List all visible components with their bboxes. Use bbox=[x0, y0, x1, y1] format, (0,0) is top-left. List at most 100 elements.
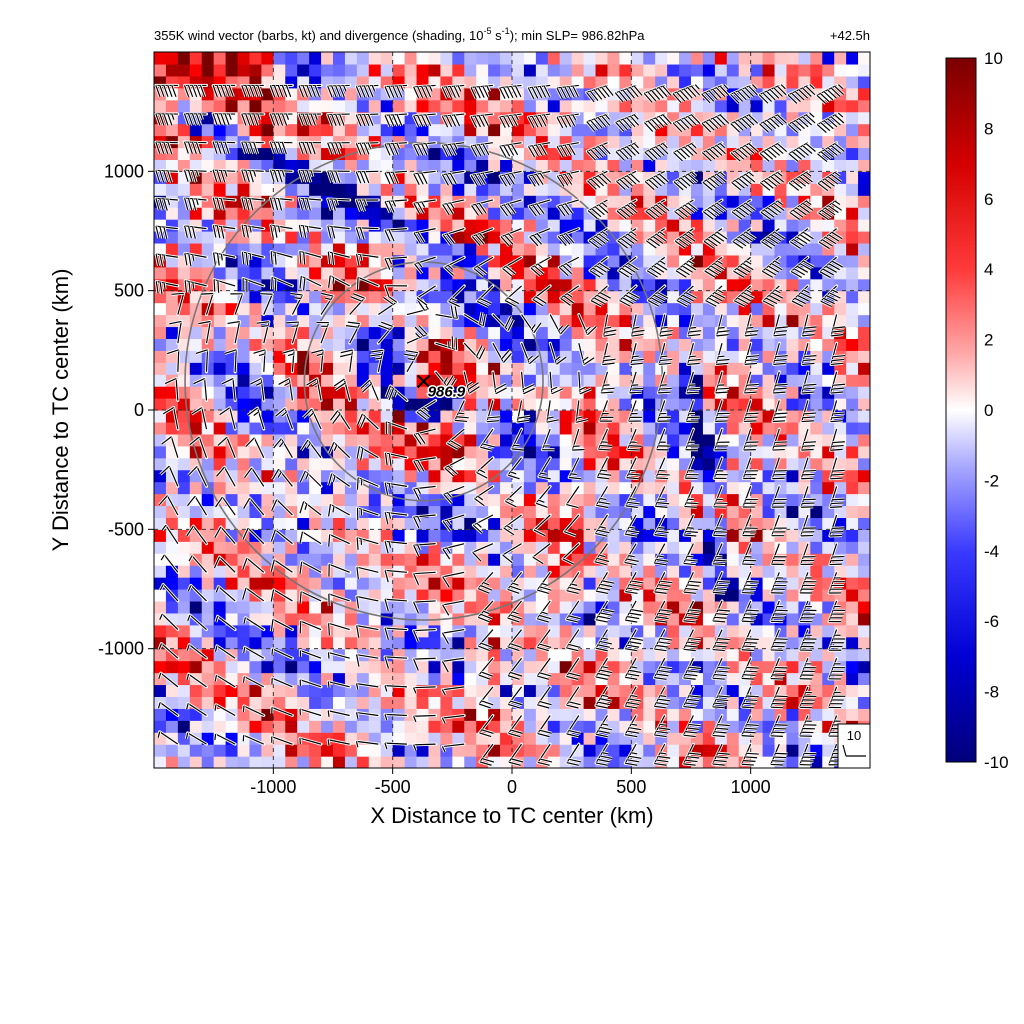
shading-cell bbox=[428, 756, 441, 768]
shading-cell bbox=[344, 744, 358, 757]
y-tick-label: 500 bbox=[114, 281, 144, 301]
shading-cell bbox=[476, 338, 489, 351]
shading-cell bbox=[523, 565, 537, 578]
shading-cell bbox=[297, 183, 310, 196]
shading-cell bbox=[512, 278, 525, 292]
shading-cell bbox=[165, 242, 179, 256]
shading-cell bbox=[404, 433, 418, 447]
shading-cell bbox=[392, 517, 406, 530]
shading-cell bbox=[154, 386, 167, 399]
shading-cell bbox=[309, 231, 322, 244]
shading-cell bbox=[523, 398, 537, 411]
shading-cell bbox=[344, 231, 358, 244]
shading-cell bbox=[750, 565, 764, 578]
shading-cell bbox=[392, 52, 406, 65]
shading-cell bbox=[261, 469, 274, 483]
shading-cell bbox=[285, 338, 298, 351]
shading-cell bbox=[619, 314, 632, 328]
shading-cell bbox=[452, 99, 465, 113]
shading-cell bbox=[547, 290, 561, 304]
shading-cell bbox=[237, 266, 251, 280]
shading-cell bbox=[464, 672, 477, 686]
shading-cell bbox=[237, 505, 251, 518]
shading-cell bbox=[476, 624, 489, 638]
shading-cell bbox=[440, 302, 453, 316]
shading-cell bbox=[440, 242, 453, 256]
shading-cell bbox=[846, 445, 859, 459]
shading-cell bbox=[846, 183, 859, 196]
shading-cell bbox=[177, 52, 191, 65]
shading-cell bbox=[810, 63, 823, 77]
shading-cell bbox=[344, 171, 358, 184]
shading-cell bbox=[368, 517, 382, 530]
shading-cell bbox=[428, 374, 441, 387]
shading-cell bbox=[523, 684, 537, 697]
shading-cell bbox=[201, 278, 215, 292]
shading-cell bbox=[846, 302, 859, 316]
shading-cell bbox=[571, 52, 585, 65]
shading-cell bbox=[786, 52, 799, 65]
shading-cell bbox=[344, 708, 358, 721]
shading-cell bbox=[643, 52, 656, 65]
shading-cell bbox=[237, 744, 251, 757]
shading-cell bbox=[380, 553, 394, 566]
shading-cell bbox=[846, 457, 859, 471]
shading-cell bbox=[834, 63, 847, 77]
shading-cell bbox=[702, 386, 716, 399]
shading-cell bbox=[762, 219, 776, 232]
shading-cell bbox=[368, 672, 382, 686]
shading-cell bbox=[667, 314, 680, 328]
shading-cell bbox=[225, 326, 239, 339]
shading-cell bbox=[225, 529, 239, 542]
shading-cell bbox=[512, 624, 525, 638]
shading-cell bbox=[201, 63, 215, 77]
shading-cell bbox=[225, 219, 239, 232]
shading-cell bbox=[643, 660, 656, 674]
shading-cell bbox=[321, 278, 334, 292]
shading-cell bbox=[273, 410, 286, 423]
shading-cell bbox=[846, 553, 859, 566]
shading-cell bbox=[643, 421, 656, 435]
shading-cell bbox=[177, 362, 191, 375]
shading-cell bbox=[643, 362, 656, 375]
shading-cell bbox=[261, 720, 274, 733]
shading-cell bbox=[428, 386, 441, 399]
shading-cell bbox=[858, 398, 870, 411]
shading-cell bbox=[177, 648, 191, 662]
shading-cell bbox=[523, 75, 537, 89]
shading-cell bbox=[344, 99, 358, 113]
shading-cell bbox=[356, 636, 370, 650]
shading-cell bbox=[261, 123, 274, 137]
shading-cell bbox=[547, 63, 561, 77]
shading-cell bbox=[404, 589, 418, 602]
shading-cell bbox=[165, 481, 179, 495]
shading-cell bbox=[404, 207, 418, 220]
shading-cell bbox=[261, 52, 274, 65]
shading-cell bbox=[858, 589, 870, 602]
shading-cell bbox=[846, 338, 859, 351]
shading-cell bbox=[607, 63, 620, 77]
shading-cell bbox=[213, 350, 227, 363]
shading-cell bbox=[213, 386, 227, 399]
shading-cell bbox=[201, 684, 215, 697]
shading-cell bbox=[846, 326, 859, 339]
shading-cell bbox=[691, 63, 704, 77]
shading-cell bbox=[786, 493, 799, 507]
shading-cell bbox=[154, 350, 167, 363]
shading-cell bbox=[607, 290, 620, 304]
shading-cell bbox=[595, 445, 609, 459]
shading-cell bbox=[858, 63, 870, 77]
shading-cell bbox=[225, 195, 239, 208]
shading-cell bbox=[702, 350, 716, 363]
shading-cell bbox=[309, 636, 322, 650]
shading-cell bbox=[380, 732, 394, 745]
shading-cell bbox=[285, 254, 298, 268]
shading-cell bbox=[237, 183, 251, 196]
shading-cell bbox=[583, 600, 597, 614]
shading-cell bbox=[786, 732, 799, 745]
shading-cell bbox=[321, 398, 334, 411]
shading-cell bbox=[333, 612, 346, 626]
shading-cell bbox=[810, 541, 823, 554]
shading-cell bbox=[356, 517, 370, 530]
shading-cell bbox=[500, 624, 513, 638]
